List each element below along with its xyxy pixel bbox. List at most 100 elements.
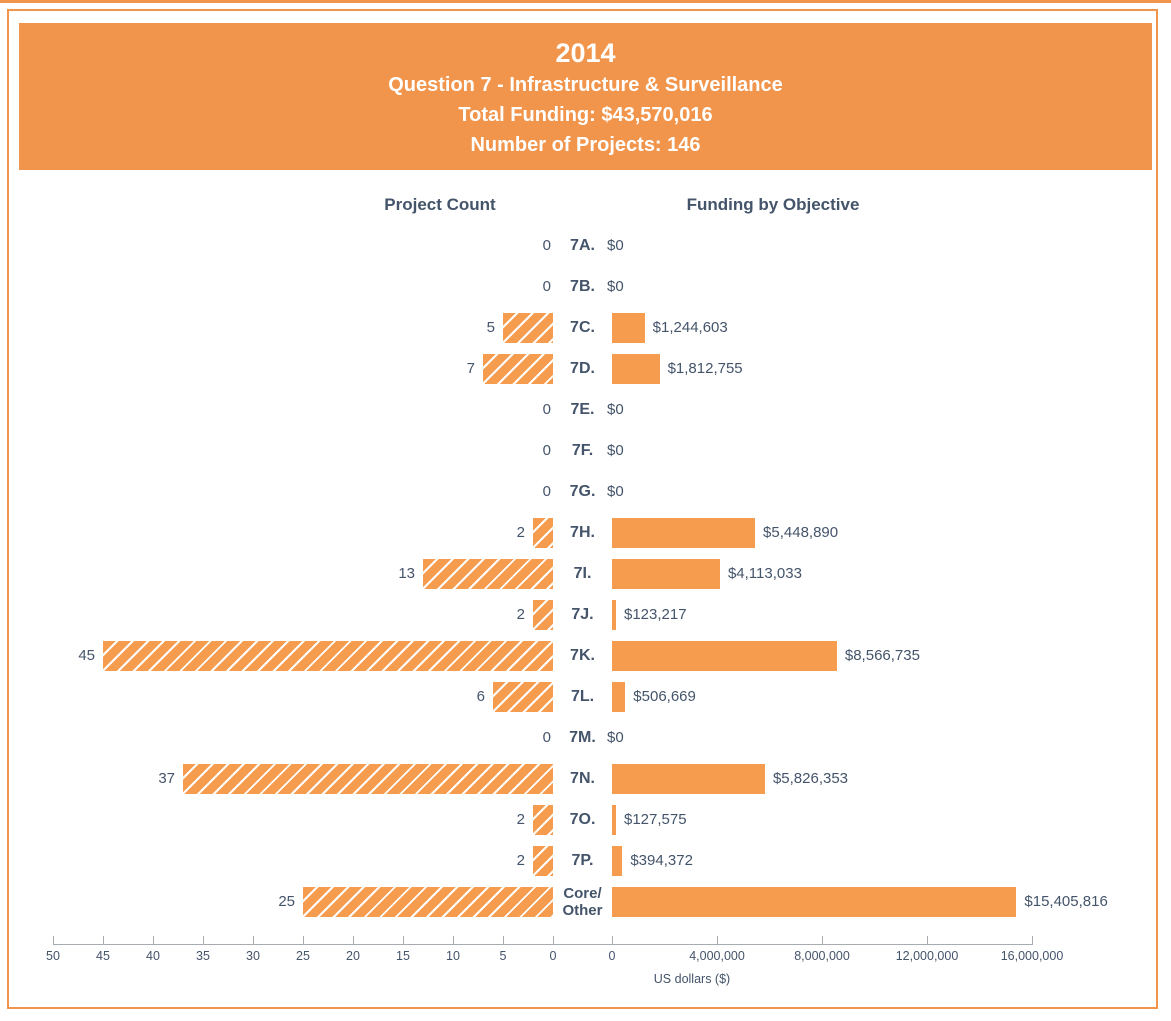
axis-tick-label: 30 (246, 949, 260, 963)
question-title: Question 7 - Infrastructure & Surveillan… (388, 74, 783, 96)
funding-bar (612, 886, 1017, 917)
objective-label: 7E. (570, 401, 595, 418)
project-count-bar (503, 312, 553, 343)
axis-tick (253, 936, 254, 944)
project-count-value: 0 (542, 237, 551, 254)
chart-row: 0 7M. $0 (0, 717, 1171, 758)
axis-tick (503, 936, 504, 944)
axis-tick (103, 936, 104, 944)
funding-zone: $8,566,735 (612, 635, 1171, 676)
funding-zone: $5,826,353 (612, 758, 1171, 799)
objective-label: 7N. (570, 770, 595, 787)
funding-zone: $0 (607, 717, 1171, 758)
project-count-value: 2 (516, 852, 525, 869)
project-count-value: 25 (278, 893, 295, 910)
chart-row: 25 Core/ Other $15,405,816 (0, 881, 1171, 922)
project-count-value: 0 (542, 401, 551, 418)
funding-bar (612, 353, 660, 384)
funding-value: $0 (607, 278, 624, 295)
axis-tick (153, 936, 154, 944)
year-title: 2014 (555, 38, 616, 68)
project-count-bar (533, 804, 553, 835)
objective-label: 7D. (570, 360, 595, 377)
project-count-zone: 7 (53, 348, 553, 389)
funding-bar (612, 640, 837, 671)
funding-zone: $0 (607, 389, 1171, 430)
axis-tick-label: 40 (146, 949, 160, 963)
axis-tick-label: 12,000,000 (895, 949, 959, 963)
funding-zone: $5,448,890 (612, 512, 1171, 553)
x-axis-caption: US dollars ($) (653, 972, 731, 986)
funding-zone: $0 (607, 266, 1171, 307)
chart-row: 2 7O. $127,575 (0, 799, 1171, 840)
total-funding-line: Total Funding: $43,570,016 (458, 104, 713, 126)
funding-bar (612, 845, 623, 876)
funding-zone: $123,217 (612, 594, 1171, 635)
funding-value: $1,244,603 (652, 319, 728, 336)
objective-label: 7G. (569, 483, 596, 500)
axis-tick (53, 936, 54, 944)
axis-tick-label: 0 (549, 949, 557, 963)
project-count-value: 0 (542, 442, 551, 459)
axis-tick-label: 0 (608, 949, 616, 963)
axis-tick (612, 936, 613, 944)
axis-tick (353, 936, 354, 944)
chart-row: 13 7I. $4,113,033 (0, 553, 1171, 594)
funding-value: $1,812,755 (667, 360, 743, 377)
project-count-zone: 6 (53, 676, 553, 717)
chart-row: 45 7K. $8,566,735 (0, 635, 1171, 676)
objective-label: Core/ Other (562, 884, 603, 919)
project-count-value: 0 (542, 729, 551, 746)
project-count-line: Number of Projects: 146 (470, 134, 701, 156)
axis-tick (203, 936, 204, 944)
project-count-bar (483, 353, 553, 384)
axis-tick (822, 936, 823, 944)
funding-value: $8,566,735 (844, 647, 920, 664)
project-count-zone: 0 (53, 430, 553, 471)
x-axis: 50 45 40 35 30 25 20 15 10 5 0 0 4,000,000 8,000,000 1… (0, 936, 1171, 996)
funding-bar (612, 681, 626, 712)
chart-row: 0 7A. $0 (0, 225, 1171, 266)
project-count-value: 0 (542, 278, 551, 295)
project-count-zone: 37 (53, 758, 553, 799)
project-count-value: 7 (466, 360, 475, 377)
chart-row: 0 7F. $0 (0, 430, 1171, 471)
project-count-value: 2 (516, 811, 525, 828)
project-count-value: 13 (398, 565, 415, 582)
axis-tick-label: 8,000,000 (794, 949, 850, 963)
project-count-zone: 0 (53, 266, 553, 307)
project-count-bar (533, 599, 553, 630)
objective-label: 7A. (570, 237, 595, 254)
project-count-zone: 45 (53, 635, 553, 676)
left-column-header: Project Count (384, 195, 496, 214)
project-count-zone: 2 (53, 512, 553, 553)
objective-label: 7I. (573, 565, 592, 582)
project-count-bar (303, 886, 553, 917)
chart-row: 6 7L. $506,669 (0, 676, 1171, 717)
project-count-zone: 0 (53, 717, 553, 758)
project-count-value: 2 (516, 606, 525, 623)
funding-value: $5,826,353 (772, 770, 849, 787)
funding-bar (612, 804, 616, 835)
funding-value: $0 (607, 401, 624, 418)
funding-value: $0 (607, 237, 624, 254)
right-column-header: Funding by Objective (686, 195, 860, 214)
chart-row: 7 7D. $1,812,755 (0, 348, 1171, 389)
project-count-zone: 2 (53, 594, 553, 635)
funding-zone: $1,812,755 (612, 348, 1171, 389)
objective-label: 7L. (570, 688, 595, 705)
project-count-zone: 2 (53, 799, 553, 840)
funding-zone: $506,669 (612, 676, 1171, 717)
chart-row: 37 7N. $5,826,353 (0, 758, 1171, 799)
project-count-zone: 2 (53, 840, 553, 881)
project-count-bar (493, 681, 553, 712)
axis-tick-label: 15 (396, 949, 410, 963)
funding-value: $394,372 (630, 852, 693, 869)
objective-label: 7J. (571, 606, 594, 623)
axis-tick-label: 16,000,000 (1000, 949, 1064, 963)
objective-label: 7K. (570, 647, 595, 664)
project-count-value: 45 (78, 647, 95, 664)
axis-tick (403, 936, 404, 944)
axis-tick (927, 936, 928, 944)
axis-tick (553, 936, 554, 944)
